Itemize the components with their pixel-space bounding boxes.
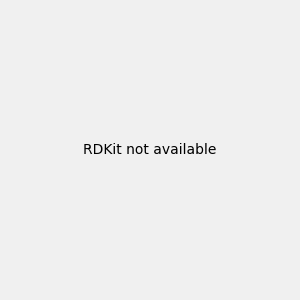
Text: RDKit not available: RDKit not available (83, 143, 217, 157)
